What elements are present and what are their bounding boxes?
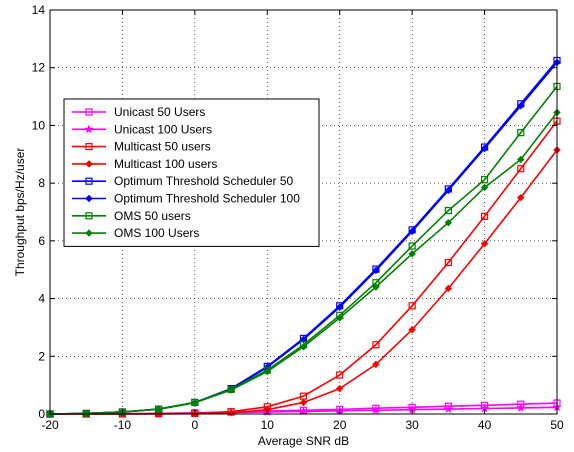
x-tick-label: 50 (550, 418, 564, 432)
y-tick-label: 0 (38, 407, 45, 421)
data-point (336, 314, 344, 322)
legend-label: Multicast 50 users (114, 140, 211, 154)
legend: Unicast 50 Users Unicast 100 Users Multica… (63, 98, 320, 247)
data-point (336, 384, 344, 393)
data-point (480, 144, 489, 153)
x-tick-label: 10 (261, 418, 275, 432)
data-point (480, 176, 489, 184)
data-point (517, 102, 525, 110)
x-tick-label: -20 (41, 418, 59, 432)
y-tick-label: 2 (38, 349, 45, 363)
data-point (371, 405, 381, 415)
legend-item: Multicast 50 users (72, 140, 211, 154)
data-point (336, 371, 344, 379)
legend-marker (85, 143, 93, 151)
legend-marker (85, 177, 93, 185)
data-point (444, 284, 453, 293)
legend-item: Unicast 50 Users (72, 105, 205, 119)
data-point (154, 405, 163, 414)
legend-item: OMS 100 Users (72, 226, 199, 240)
data-point (444, 206, 452, 215)
data-point (372, 360, 380, 369)
legend-marker (85, 229, 93, 237)
data-point (443, 404, 453, 414)
data-point (298, 406, 309, 416)
y-tick-label: 8 (38, 176, 45, 190)
legend-marker (85, 194, 93, 203)
legend-label: Multicast 100 users (114, 157, 217, 171)
legend-label: Optimum Threshold Scheduler 100 (114, 192, 300, 206)
data-point (299, 343, 308, 351)
y-tick-label: 6 (38, 234, 45, 248)
data-point (444, 186, 453, 195)
data-point (517, 155, 525, 164)
data-point (408, 227, 416, 236)
plot-frame (49, 9, 558, 415)
legend-item: Unicast 100 Users (72, 122, 212, 136)
data-point (408, 302, 416, 310)
data-point (408, 326, 416, 334)
legend-item: OMS 50 users (72, 209, 191, 223)
x-tick-label: -10 (114, 418, 132, 432)
data-point (444, 258, 452, 267)
data-point (517, 165, 525, 173)
data-point (372, 266, 380, 275)
legend-label: OMS 50 users (114, 209, 191, 223)
data-point (408, 250, 416, 258)
data-point (82, 409, 90, 418)
legend-marker (84, 124, 94, 134)
data-point (480, 212, 489, 220)
data-point (372, 283, 380, 291)
x-tick-label: 40 (478, 418, 492, 432)
y-tick-label: 12 (32, 61, 46, 75)
legend-item: Optimum Threshold Scheduler 50 (72, 174, 294, 188)
data-point (336, 303, 344, 311)
data-point (263, 367, 271, 376)
legend-label: Unicast 50 Users (114, 105, 205, 119)
y-tick-label: 10 (32, 118, 46, 132)
data-point (299, 398, 308, 407)
x-tick-label: 30 (405, 418, 419, 432)
x-axis-label: Average SNR dB (258, 434, 349, 448)
legend-marker (85, 212, 93, 220)
data-point (408, 242, 416, 250)
data-point (444, 218, 453, 227)
x-tick-label: 20 (333, 418, 347, 432)
data-point (517, 193, 525, 202)
y-axis-label: Throughput bps/Hz/user (13, 148, 27, 277)
data-point (372, 341, 380, 349)
y-tick-label: 4 (38, 292, 45, 306)
legend-label: Optimum Threshold Scheduler 50 (114, 174, 294, 188)
legend-label: Unicast 100 Users (114, 122, 212, 136)
x-tick-label: 0 (192, 418, 199, 432)
data-point (517, 129, 525, 137)
data-point (299, 335, 308, 344)
data-point (227, 386, 235, 394)
data-point (516, 403, 526, 412)
data-point (480, 240, 489, 248)
legend-box (63, 98, 320, 247)
y-tick-label: 14 (32, 3, 46, 17)
legend-marker (85, 160, 93, 168)
legend-item: Multicast 100 users (72, 157, 217, 171)
legend-item: Optimum Threshold Scheduler 100 (72, 192, 300, 206)
data-point (480, 183, 489, 192)
legend-label: OMS 100 Users (114, 226, 199, 240)
legend-marker (85, 108, 93, 116)
data-point (191, 399, 199, 407)
axis-ticks: -20 -10 0 10 20 30 40 50 0 2 4 6 8 10 12 14 (32, 3, 564, 432)
